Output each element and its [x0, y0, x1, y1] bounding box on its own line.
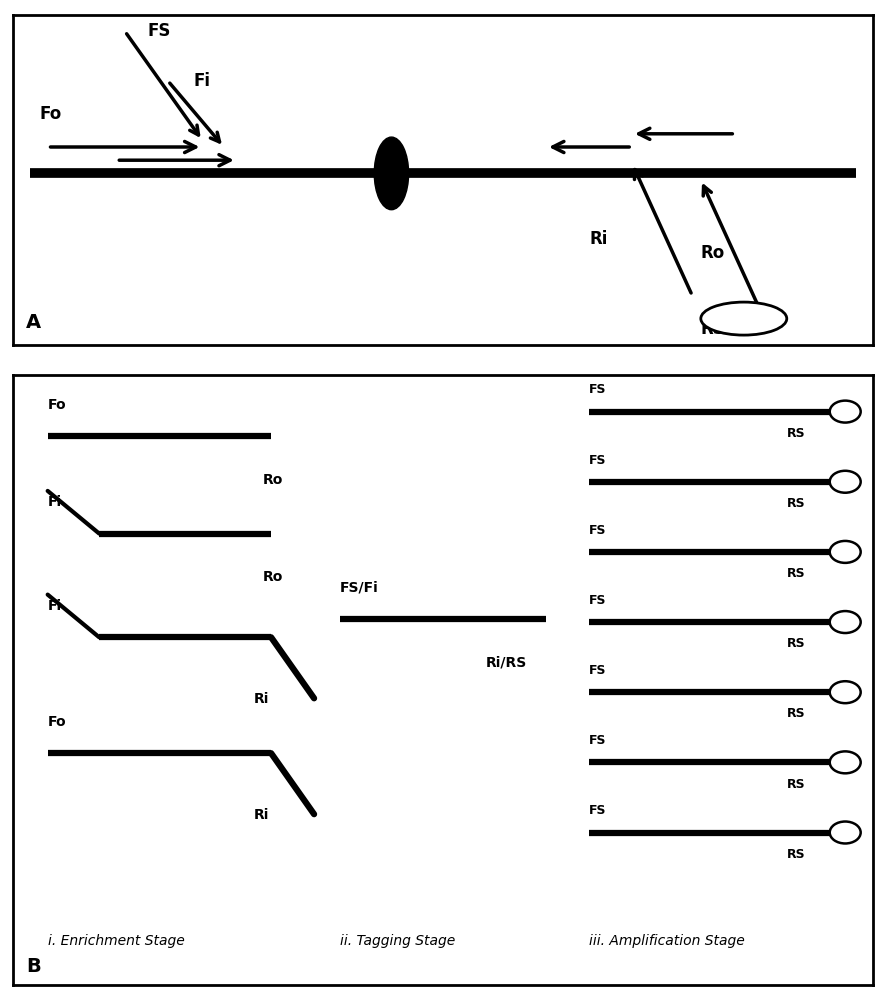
Ellipse shape	[374, 137, 408, 210]
Text: Fo: Fo	[39, 105, 61, 123]
Text: iii. Amplification Stage: iii. Amplification Stage	[589, 934, 745, 948]
Text: Fi: Fi	[48, 495, 62, 509]
Text: FS/Fi: FS/Fi	[340, 581, 378, 595]
Text: Fo: Fo	[48, 715, 66, 729]
Text: Ri: Ri	[589, 230, 608, 248]
Text: RS: RS	[787, 637, 805, 650]
Text: Fo: Fo	[48, 398, 66, 412]
Text: RS: RS	[787, 778, 805, 791]
Circle shape	[829, 401, 860, 423]
Text: RS: RS	[787, 707, 805, 720]
Text: FS: FS	[589, 804, 607, 817]
Text: RS: RS	[787, 497, 805, 510]
Text: Fi: Fi	[194, 72, 211, 90]
Text: FS: FS	[589, 454, 607, 466]
Text: Ri: Ri	[254, 692, 269, 706]
Text: RS: RS	[787, 848, 805, 861]
Circle shape	[829, 611, 860, 633]
Circle shape	[829, 471, 860, 493]
Text: FS: FS	[589, 524, 607, 537]
Text: A: A	[27, 313, 42, 332]
Text: Fi: Fi	[48, 599, 62, 613]
Text: Ro: Ro	[701, 244, 725, 262]
Text: FS: FS	[589, 664, 607, 677]
Circle shape	[829, 541, 860, 563]
Text: FS: FS	[589, 383, 607, 396]
Text: ii. Tagging Stage: ii. Tagging Stage	[340, 934, 455, 948]
Text: Ro: Ro	[262, 473, 283, 487]
Circle shape	[829, 751, 860, 773]
Text: FS: FS	[148, 22, 171, 40]
Text: i. Enrichment Stage: i. Enrichment Stage	[48, 934, 184, 948]
Text: FS: FS	[589, 594, 607, 607]
Circle shape	[701, 302, 787, 335]
Circle shape	[829, 681, 860, 703]
Text: RS: RS	[701, 320, 726, 338]
Text: Ri: Ri	[254, 808, 269, 822]
Text: RS: RS	[787, 427, 805, 440]
Circle shape	[829, 822, 860, 843]
Text: RS: RS	[787, 567, 805, 580]
Text: FS: FS	[589, 734, 607, 747]
Text: Ri/RS: Ri/RS	[486, 656, 527, 670]
Text: B: B	[27, 957, 41, 976]
Text: Ro: Ro	[262, 570, 283, 584]
